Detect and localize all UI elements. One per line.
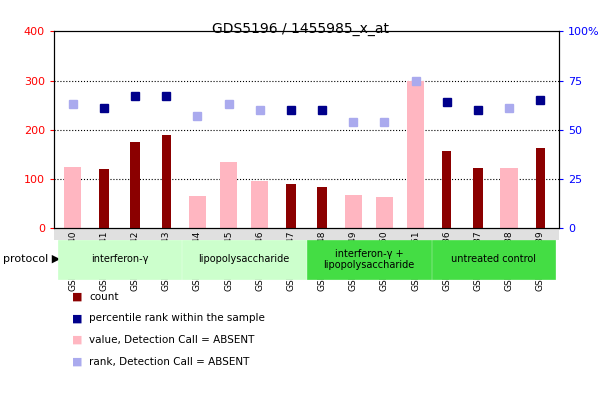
Text: interferon-γ: interferon-γ (91, 254, 148, 264)
Bar (376, 197, 393, 228)
Bar (162, 134, 171, 228)
Bar (473, 167, 483, 228)
Bar (535, 148, 545, 228)
Text: lipopolysaccharide: lipopolysaccharide (198, 254, 290, 264)
Bar (286, 184, 296, 228)
Text: rank, Detection Call = ABSENT: rank, Detection Call = ABSENT (89, 356, 249, 367)
Bar (130, 142, 140, 228)
Bar (251, 181, 268, 228)
Bar (442, 151, 451, 228)
Text: count: count (89, 292, 118, 302)
Text: untreated control: untreated control (451, 254, 536, 264)
Bar (501, 168, 517, 228)
Bar (189, 196, 206, 228)
Bar (220, 162, 237, 228)
Text: percentile rank within the sample: percentile rank within the sample (89, 313, 265, 323)
Text: value, Detection Call = ABSENT: value, Detection Call = ABSENT (89, 335, 254, 345)
Bar (407, 81, 424, 228)
Text: GDS5196 / 1455985_x_at: GDS5196 / 1455985_x_at (212, 22, 389, 36)
Text: protocol ▶: protocol ▶ (3, 254, 60, 264)
Bar (99, 169, 109, 228)
Bar (345, 195, 362, 228)
Text: ■: ■ (72, 292, 82, 302)
Text: interferon-γ +
lipopolysaccharide: interferon-γ + lipopolysaccharide (323, 249, 415, 270)
Text: ■: ■ (72, 313, 82, 323)
Text: ■: ■ (72, 356, 82, 367)
Bar (317, 187, 327, 228)
Bar (64, 167, 81, 228)
Text: ■: ■ (72, 335, 82, 345)
